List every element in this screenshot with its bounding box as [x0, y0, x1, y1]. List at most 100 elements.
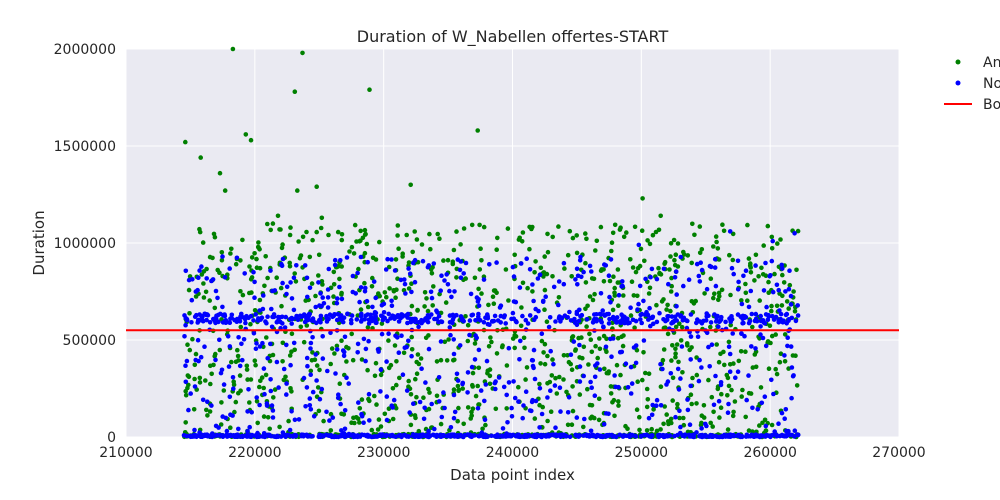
data-point	[237, 300, 243, 305]
chart-title: Duration of W_Nabellen offertes-START	[357, 27, 669, 47]
data-point	[578, 254, 583, 260]
data-point	[217, 347, 223, 353]
data-point	[657, 271, 662, 277]
data-point	[334, 347, 340, 352]
data-point	[664, 412, 669, 417]
data-point	[786, 286, 792, 292]
data-point	[472, 275, 478, 281]
data-point	[437, 236, 442, 241]
data-point	[369, 284, 375, 289]
data-point	[260, 306, 266, 312]
data-point	[482, 398, 487, 404]
data-point	[592, 374, 598, 380]
data-point	[208, 381, 213, 387]
data-point	[409, 281, 414, 287]
data-point	[778, 311, 784, 317]
data-point	[679, 324, 685, 330]
data-point	[205, 413, 210, 418]
data-point	[746, 304, 752, 310]
data-point	[386, 406, 392, 412]
data-point	[597, 346, 603, 352]
data-point	[776, 287, 781, 293]
data-point	[583, 280, 589, 285]
data-point	[399, 434, 404, 440]
data-point	[269, 324, 275, 330]
data-point	[711, 402, 717, 408]
data-point	[451, 337, 457, 342]
data-point	[625, 321, 631, 326]
data-point	[228, 425, 233, 431]
data-point	[346, 381, 352, 386]
data-point	[444, 272, 450, 277]
data-point	[575, 273, 581, 279]
data-point	[774, 303, 780, 309]
data-point	[236, 390, 241, 396]
data-point	[673, 354, 678, 360]
data-point	[339, 237, 345, 243]
data-point	[725, 393, 730, 398]
data-point	[632, 325, 637, 331]
data-point	[394, 382, 399, 388]
data-point	[792, 231, 797, 236]
data-point	[392, 268, 398, 273]
data-point	[681, 422, 687, 428]
data-point	[712, 291, 717, 297]
data-point	[479, 291, 484, 296]
data-point	[688, 357, 693, 362]
data-point	[588, 337, 594, 343]
data-point	[307, 403, 313, 408]
data-point	[351, 251, 357, 256]
data-point	[419, 317, 424, 323]
data-point	[225, 334, 231, 339]
data-point	[643, 276, 648, 282]
data-point	[183, 420, 188, 425]
data-point	[409, 289, 414, 295]
data-point	[185, 342, 190, 348]
data-point	[430, 265, 435, 270]
data-point	[735, 287, 741, 292]
data-point	[238, 324, 244, 330]
x-tick-label: 220000	[228, 445, 281, 461]
data-point	[476, 402, 481, 407]
data-point	[602, 262, 607, 267]
data-point	[461, 421, 467, 427]
data-point	[782, 433, 787, 439]
data-point	[650, 232, 656, 238]
data-point	[436, 399, 442, 404]
data-point	[408, 319, 414, 325]
data-point	[332, 257, 338, 263]
data-point	[213, 351, 218, 357]
data-point	[765, 317, 771, 323]
data-point	[226, 364, 232, 369]
data-point	[566, 359, 572, 365]
data-point	[357, 299, 362, 305]
data-point	[451, 314, 457, 319]
data-point	[614, 315, 620, 320]
data-point	[644, 386, 650, 392]
data-point	[308, 407, 314, 412]
data-point	[716, 359, 722, 365]
data-point	[766, 366, 772, 372]
data-point	[275, 213, 281, 219]
data-point	[363, 231, 368, 237]
data-point	[270, 314, 275, 320]
data-point	[678, 430, 683, 436]
data-point	[718, 380, 724, 385]
data-point	[254, 341, 259, 346]
data-point	[732, 399, 738, 404]
data-point	[539, 411, 545, 417]
data-point	[615, 335, 621, 341]
data-point	[201, 295, 207, 300]
data-point	[349, 331, 355, 337]
data-point	[251, 330, 257, 336]
data-point	[291, 275, 297, 281]
data-point	[393, 434, 398, 440]
data-point	[193, 351, 199, 357]
data-point	[333, 371, 338, 376]
data-point	[228, 432, 233, 438]
data-point	[289, 389, 294, 394]
data-point	[571, 339, 577, 344]
data-point	[444, 358, 450, 363]
data-point	[577, 355, 582, 360]
data-point	[791, 373, 796, 378]
